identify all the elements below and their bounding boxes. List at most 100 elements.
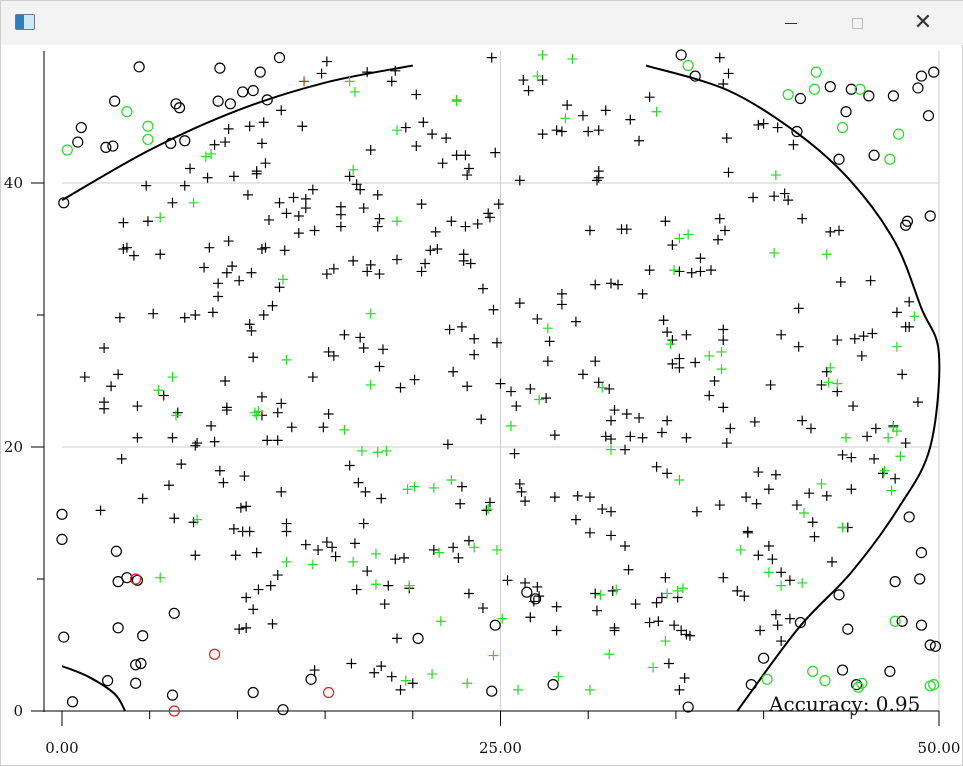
plus-point <box>788 139 799 150</box>
plus-point-green <box>200 151 211 162</box>
plus-point <box>253 584 264 595</box>
plus-point <box>793 303 804 314</box>
circle-point <box>901 215 914 227</box>
plus-point <box>214 465 225 476</box>
plus-point <box>132 401 143 412</box>
plus-point <box>662 415 673 426</box>
plus-point <box>462 170 473 181</box>
plus-point <box>637 288 648 299</box>
plus-point <box>355 332 366 343</box>
plus-point <box>770 609 781 620</box>
plus-point <box>407 678 418 689</box>
circle-point-misclassified <box>130 573 142 585</box>
plus-point-green <box>446 475 457 485</box>
plus-point <box>360 486 371 497</box>
plus-point <box>604 383 615 394</box>
plus-point <box>674 353 685 364</box>
plus-point <box>106 381 117 392</box>
plus-point <box>256 244 267 254</box>
plus-point <box>209 139 220 150</box>
plus-point <box>390 554 401 565</box>
plus-point <box>395 684 406 695</box>
plus-point <box>330 551 341 562</box>
plus-point-misclassified <box>299 76 310 87</box>
plus-point <box>791 500 802 511</box>
plus-point <box>541 393 552 404</box>
plus-point <box>349 538 360 549</box>
plus-point <box>751 498 762 509</box>
plus-point <box>437 158 448 169</box>
plus-point <box>651 461 662 472</box>
plus-point <box>241 501 252 512</box>
plus-point <box>776 636 787 647</box>
plus-point <box>681 432 692 443</box>
plus-point <box>674 684 685 695</box>
circle-point <box>247 84 259 97</box>
plus-point <box>432 244 443 254</box>
plus-point-green <box>769 247 780 258</box>
plus-point <box>832 335 843 346</box>
plus-point <box>235 502 246 513</box>
plus-point <box>420 258 431 269</box>
plus-point-green <box>883 432 894 443</box>
plus-point-green <box>409 481 420 492</box>
plus-point <box>718 324 729 335</box>
plus-point-green <box>491 544 502 555</box>
circle-point <box>922 110 935 122</box>
plus-point <box>430 226 441 237</box>
circle-point <box>547 678 559 691</box>
plus-point <box>258 117 269 128</box>
plus-point <box>593 125 604 136</box>
plus-point <box>148 308 159 319</box>
plus-point-green <box>400 675 411 686</box>
circle-point <box>884 665 896 678</box>
plus-point <box>460 221 471 232</box>
circle-point <box>915 619 928 631</box>
plus-point <box>339 329 350 340</box>
plus-point <box>769 191 780 202</box>
circle-point <box>794 616 807 629</box>
plus-point <box>904 321 915 332</box>
plus-point <box>207 307 218 318</box>
plus-point <box>502 575 513 586</box>
plus-point <box>684 630 695 641</box>
plus-point <box>765 379 776 390</box>
plus-point <box>630 599 641 610</box>
plus-point <box>276 105 287 116</box>
plus-point <box>570 514 581 525</box>
plus-point-green <box>451 96 462 107</box>
circle-point <box>675 49 687 61</box>
plus-point <box>344 171 355 182</box>
plus-point <box>606 506 617 517</box>
plus-point <box>228 171 239 182</box>
plus-point-green <box>560 113 571 124</box>
close-icon: ✕ <box>913 10 933 35</box>
plus-point <box>912 397 923 408</box>
minimize-button[interactable] <box>768 7 814 39</box>
plus-point-green <box>677 583 688 594</box>
plus-point <box>272 407 283 418</box>
maximize-button[interactable] <box>834 7 880 39</box>
circle-point <box>131 574 144 586</box>
plus-point <box>321 537 332 548</box>
plus-point <box>377 344 388 355</box>
plus-point <box>309 665 320 676</box>
plus-point-green <box>534 394 545 405</box>
close-button[interactable]: ✕ <box>900 7 946 39</box>
plus-point <box>374 269 385 280</box>
plus-point <box>660 572 671 583</box>
plus-point <box>662 327 673 338</box>
plus-point <box>241 622 252 633</box>
circle-point <box>840 106 852 118</box>
plus-point <box>444 324 455 335</box>
plus-point <box>262 435 273 446</box>
plus-point <box>590 588 601 599</box>
plus-point-green <box>281 556 292 567</box>
plus-point <box>484 212 495 223</box>
plus-point <box>528 596 539 607</box>
circle-point <box>887 90 899 102</box>
plus-point <box>274 197 285 208</box>
circle-point <box>133 61 145 73</box>
plus-point <box>606 415 617 426</box>
plus-point <box>265 580 276 591</box>
